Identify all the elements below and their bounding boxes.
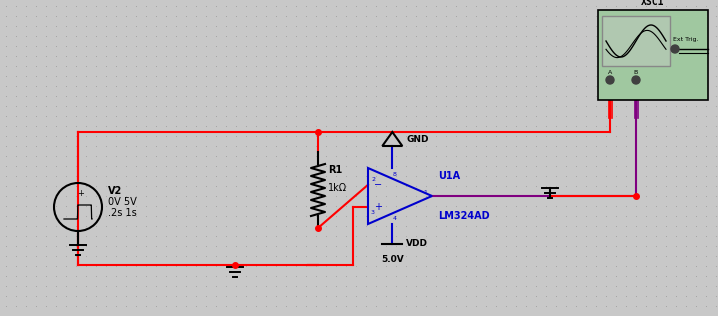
Text: U1A: U1A <box>438 171 460 181</box>
Bar <box>602 16 670 66</box>
Text: 1kΩ: 1kΩ <box>328 183 347 193</box>
Text: B: B <box>634 70 638 76</box>
Text: V2: V2 <box>108 186 122 196</box>
Text: A: A <box>608 70 612 76</box>
Text: 1: 1 <box>423 190 427 195</box>
Circle shape <box>606 76 614 84</box>
Text: Ext Trig.: Ext Trig. <box>673 38 699 42</box>
Text: VDD: VDD <box>406 240 429 248</box>
Text: 0V 5V: 0V 5V <box>108 197 136 207</box>
Text: R1: R1 <box>328 165 342 175</box>
Text: 8: 8 <box>393 172 397 177</box>
Text: GND: GND <box>406 135 429 143</box>
Circle shape <box>671 45 679 53</box>
Text: 4: 4 <box>393 216 397 221</box>
Text: LM324AD: LM324AD <box>438 211 490 221</box>
Text: .2s 1s: .2s 1s <box>108 208 136 218</box>
Circle shape <box>632 76 640 84</box>
Text: 3: 3 <box>371 210 375 215</box>
Text: +: + <box>374 202 382 212</box>
Text: 2: 2 <box>371 177 375 182</box>
Text: XSC1: XSC1 <box>641 0 665 7</box>
Bar <box>598 10 708 100</box>
Text: +: + <box>78 189 85 198</box>
Text: −: − <box>374 180 382 190</box>
Text: 5.0V: 5.0V <box>381 255 404 264</box>
